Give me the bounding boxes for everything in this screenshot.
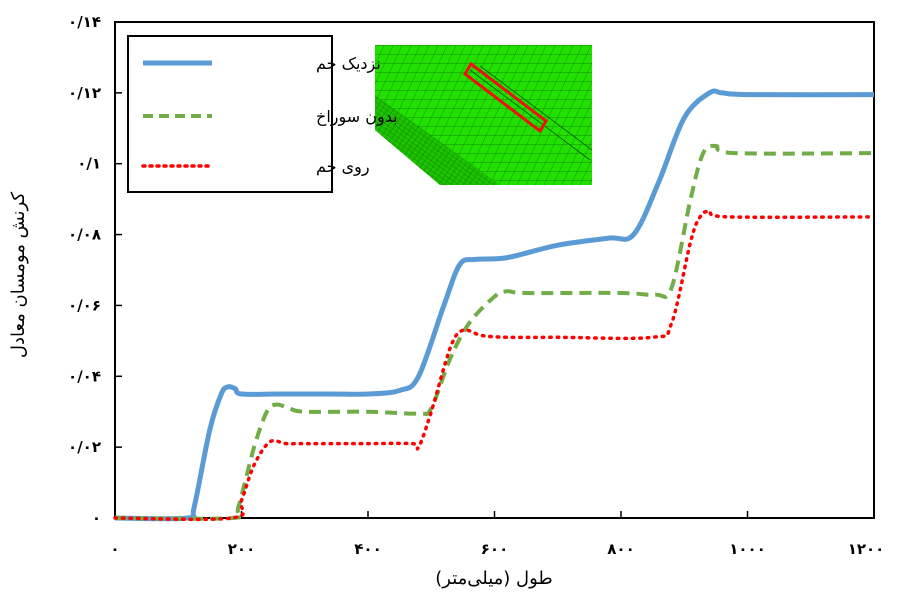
series-line-0	[114, 88, 875, 522]
x-tick-label: ۱۰۰۰	[729, 540, 766, 558]
series-line-1	[114, 143, 875, 521]
x-tick-label: ۴۰۰	[354, 540, 381, 558]
x-tick-label: ۱۲۰۰	[848, 540, 885, 558]
y-tick-label: ۰/۰۴	[68, 367, 101, 385]
y-axis-ticks: ۰ ۰/۰۲ ۰/۰۴ ۰/۰۶ ۰/۰۸ ۰/۱ ۰/۱۲ ۰/۱۴	[68, 13, 122, 527]
legend-box	[127, 35, 333, 193]
series-layer	[113, 88, 876, 522]
x-tick-label: ۰	[110, 540, 119, 558]
x-axis-title: طول (میلی‌متر)	[435, 568, 553, 589]
y-tick-label: ۰	[92, 509, 101, 527]
x-tick-label: ۸۰۰	[607, 540, 634, 558]
y-tick-label: ۰/۱۴	[68, 13, 101, 31]
y-tick-label: ۰/۱۲	[68, 84, 101, 102]
y-tick-label: ۰/۰۲	[68, 438, 101, 456]
legend: نزدیک خم بدون سوراخ روی خم	[127, 35, 398, 193]
y-axis-title: کرنش مومسان معادل	[8, 191, 29, 358]
y-tick-label: ۰/۰۶	[68, 296, 101, 314]
x-tick-label: ۲۰۰	[228, 540, 255, 558]
y-tick-label: ۰/۰۸	[68, 226, 101, 244]
x-tick-label: ۶۰۰	[481, 540, 508, 558]
highlight-rectangle	[463, 61, 548, 134]
legend-label-on-bend: روی خم	[316, 157, 370, 177]
legend-label-no-hole: بدون سوراخ	[316, 107, 398, 127]
series-line-2	[113, 209, 876, 522]
legend-label-near-bend: نزدیک خم	[316, 54, 381, 74]
y-tick-label: ۰/۱	[77, 155, 101, 173]
